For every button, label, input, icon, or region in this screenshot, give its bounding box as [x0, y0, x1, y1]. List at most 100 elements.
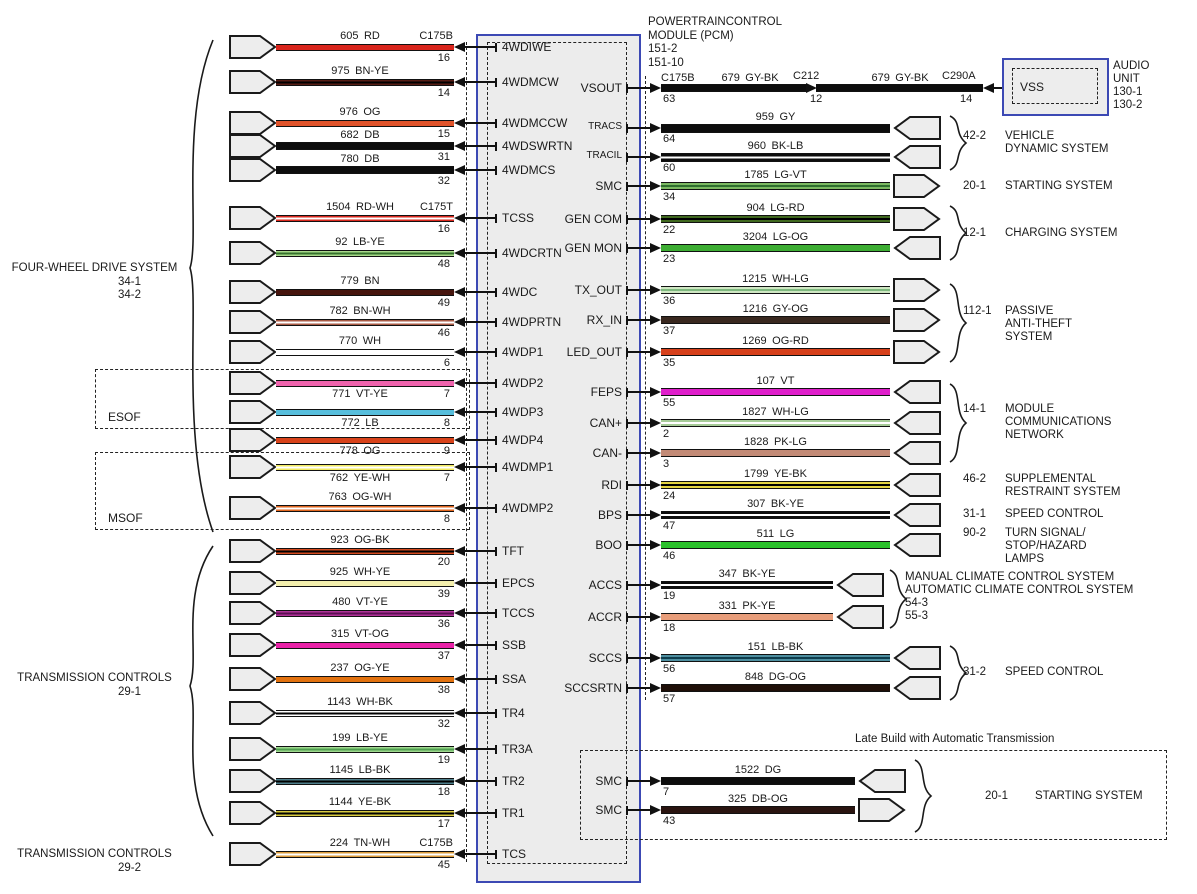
pin-number: 22	[663, 224, 676, 236]
pin-number: 43	[663, 815, 676, 827]
wire-end-arrow	[454, 776, 465, 786]
wire-1144	[276, 809, 454, 817]
harness-connector	[229, 601, 277, 625]
pcm-pin-label: 4WDMP1	[502, 460, 554, 474]
wire-end-arrow	[454, 77, 465, 87]
wire-end-arrow	[454, 849, 465, 859]
pin-number: 37	[437, 650, 450, 662]
audio-unit-label-line: 130-2	[1113, 99, 1143, 111]
pcm-pin-label: SSB	[502, 638, 527, 652]
wire-959	[661, 123, 890, 133]
pin-line	[627, 484, 651, 486]
wire-480	[276, 609, 454, 617]
system-label: MODULE COMMUNICATIONS NETWORK	[1005, 403, 1111, 442]
wire-label: 331 PK-YE	[718, 600, 776, 612]
pin-line	[464, 411, 497, 413]
pin-tick	[495, 378, 497, 388]
pin-tick	[495, 744, 497, 754]
pcm-pin-label: TCCS	[502, 606, 535, 620]
wire-label: 975 BN-YE	[331, 65, 389, 77]
pin-tick	[495, 213, 497, 223]
pin-line	[464, 550, 497, 552]
pin-line	[464, 507, 497, 509]
harness-connector	[836, 605, 884, 629]
pcm-pin-label: TX_OUT	[574, 283, 622, 297]
pin-line	[464, 439, 497, 441]
pin-number: 14	[437, 87, 450, 99]
wire-label: 976 OG	[339, 106, 381, 118]
harness-connector	[229, 280, 277, 304]
system-label: STARTING SYSTEM	[1005, 180, 1113, 193]
pcm-header: POWERTRAINCONTROL MODULE (PCM) 151-2 151…	[648, 16, 782, 70]
pin-tick	[495, 248, 497, 258]
wire-label: 1216 GY-OG	[742, 303, 809, 315]
harness-connector	[229, 241, 277, 265]
wire-label: 237 OG-YE	[330, 662, 390, 674]
harness-connector	[893, 503, 941, 527]
pin-number: 55	[663, 397, 676, 409]
pcm-pin-label: SCCSRTN	[564, 681, 622, 695]
pin-tick	[626, 83, 628, 93]
pin-tick	[626, 510, 628, 520]
wire-960	[661, 152, 890, 162]
pcm-pin-label: 4WDP4	[502, 433, 544, 447]
wire-107	[661, 388, 890, 396]
pcm-header-line: MODULE (PCM)	[648, 29, 734, 42]
wire-923	[276, 547, 454, 555]
esof-label: ESOF	[108, 410, 141, 424]
wire-315	[276, 641, 454, 649]
harness-connector	[229, 158, 277, 182]
harness-connector	[229, 310, 277, 334]
harness-connector	[893, 441, 941, 465]
system-label-line: DYNAMIC SYSTEM	[1005, 143, 1109, 155]
wire-label: 107 VT	[756, 375, 795, 387]
wire-start-arrow	[650, 776, 661, 786]
wire-start-arrow	[650, 683, 661, 693]
wire-label: 780 DB	[340, 153, 380, 165]
pcm-pin-label: CAN-	[592, 446, 622, 460]
pin-number: 8	[443, 417, 450, 429]
wire-end-arrow	[454, 42, 465, 52]
msof-box: MSOF	[95, 452, 470, 530]
pin-number: 24	[663, 490, 676, 502]
group-title: TRANSMISSION CONTROLS	[17, 672, 172, 684]
wire-label: 762 YE-WH	[329, 472, 391, 484]
system-label-line: VEHICLE	[1005, 130, 1055, 142]
pin-tick	[626, 540, 628, 550]
pin-tick	[495, 407, 497, 417]
group-ref: 34-1	[117, 275, 142, 288]
system-ref: 20-1	[985, 790, 1009, 802]
pcm-pin-label: TR3A	[502, 742, 533, 756]
wire-end-arrow	[454, 317, 465, 327]
late-build-box	[580, 750, 1167, 840]
pcm-pin-label: SMC	[595, 774, 622, 788]
wire-start-arrow	[650, 123, 661, 133]
wire-label: 325 DB-OG	[728, 793, 788, 805]
pcm-header-line: 151-2	[648, 43, 678, 55]
wire-label: 1522 DG	[734, 764, 782, 776]
pin-number: 48	[437, 258, 450, 270]
pin-tick	[495, 608, 497, 618]
harness-connector	[229, 455, 277, 479]
pcm-pin-label: GEN COM	[564, 212, 622, 226]
pin-tick	[495, 435, 497, 445]
pin-number: 19	[663, 590, 676, 602]
wire-1522	[661, 777, 855, 785]
wire-start-arrow	[650, 181, 661, 191]
wire-511	[661, 541, 890, 549]
pin-number: 36	[437, 618, 450, 630]
system-label-line: MODULE	[1005, 403, 1055, 415]
harness-connector	[229, 571, 277, 595]
harness-connector	[893, 174, 941, 198]
system-ref: 90-2	[963, 527, 987, 539]
pin-tick	[626, 285, 628, 295]
system-ref: 42-2	[963, 130, 987, 142]
harness-connector	[893, 676, 941, 700]
wire-label: 778 OG	[339, 445, 381, 457]
pcm-pin-label: SSA	[502, 672, 527, 686]
harness-connector	[893, 145, 941, 169]
wire-label: 782 BN-WH	[329, 305, 391, 317]
pin-line	[464, 853, 497, 855]
pcm-pin-label: BOO	[595, 538, 622, 552]
pin-line	[464, 382, 497, 384]
